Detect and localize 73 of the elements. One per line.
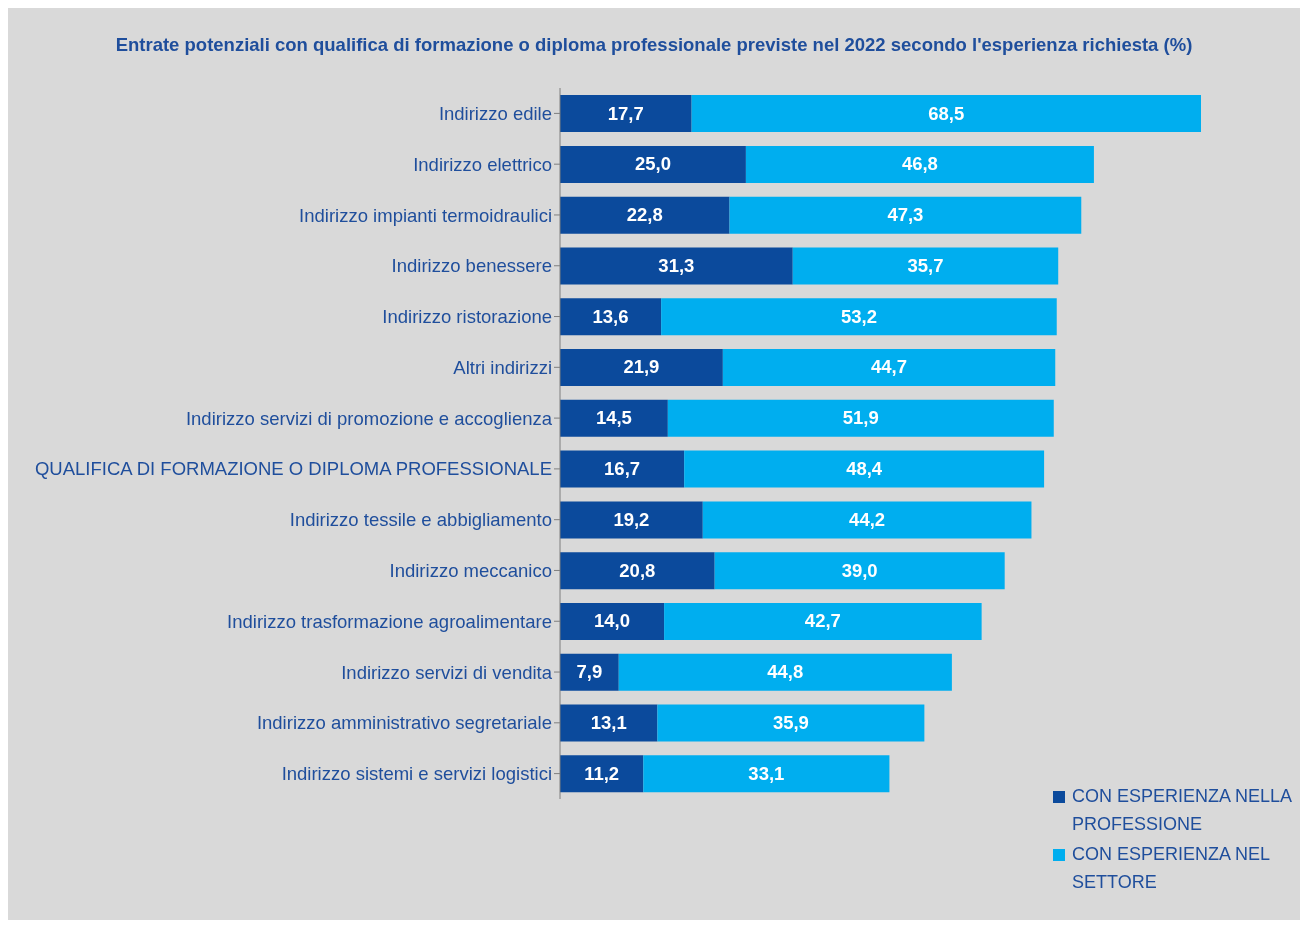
data-label: 53,2 <box>840 305 877 327</box>
bar <box>664 602 982 640</box>
data-label: 11,2 <box>584 762 620 784</box>
bar <box>560 298 662 336</box>
y-tick-label: Indirizzo elettrico <box>413 153 552 175</box>
data-label: 44,8 <box>767 661 804 683</box>
y-tick-label: QUALIFICA DI FORMAZIONE O DIPLOMA PROFESSIONALE <box>34 458 552 480</box>
y-tick-label: Indirizzo servizi di promozione e accoglienza <box>185 407 553 429</box>
bar <box>792 247 1059 285</box>
y-tick-label: Indirizzo ristorazione <box>382 306 552 328</box>
bar <box>702 501 1032 539</box>
bar <box>560 501 703 539</box>
data-label: 35,7 <box>907 254 944 276</box>
bar <box>729 196 1082 234</box>
data-label: 13,1 <box>590 711 627 733</box>
bar <box>691 95 1201 133</box>
bar <box>560 349 723 387</box>
bar <box>560 247 793 285</box>
data-label: 13,6 <box>592 305 629 327</box>
data-label: 42,7 <box>804 610 841 632</box>
data-label: 39,0 <box>841 559 878 581</box>
y-tick-label: Indirizzo impianti termoidraulici <box>299 204 552 226</box>
bar <box>714 552 1005 590</box>
legend-label: CON ESPERIENZA NELLA PROFESSIONE <box>1072 785 1293 836</box>
bar <box>560 145 746 183</box>
bar <box>560 95 692 133</box>
data-label: 22,8 <box>626 204 663 226</box>
y-tick-label: Indirizzo edile <box>438 102 552 124</box>
bar <box>560 602 665 640</box>
chart-title: Entrate potenziali con qualifica di formazione o diploma professionale previste nel 2022 secondo l'esperienza richiesta (%) <box>114 34 1194 56</box>
bar <box>618 653 952 691</box>
bar <box>684 450 1045 488</box>
bar <box>560 704 658 742</box>
bar <box>667 399 1054 437</box>
bar <box>657 704 925 742</box>
bar <box>560 196 730 234</box>
data-label: 16,7 <box>604 458 641 479</box>
bar <box>560 552 715 590</box>
bar <box>745 145 1094 183</box>
bar <box>560 399 668 437</box>
data-label: 20,8 <box>619 559 656 581</box>
y-tick-label: Indirizzo tessile e abbigliamento <box>289 509 552 531</box>
bar <box>722 349 1056 387</box>
data-label: 14,0 <box>594 610 631 632</box>
data-label: 33,1 <box>748 762 785 784</box>
data-label: 7,9 <box>576 661 603 683</box>
y-tick-label: Altri indirizzi <box>453 356 552 378</box>
legend-label: CON ESPERIENZA NEL SETTORE <box>1072 843 1271 894</box>
data-label: 31,3 <box>658 254 695 276</box>
bar <box>661 298 1057 336</box>
data-label: 46,8 <box>901 153 938 175</box>
data-label: 17,7 <box>607 102 644 124</box>
bar <box>560 755 644 793</box>
y-tick-label: Indirizzo sistemi e servizi logistici <box>281 763 552 785</box>
y-tick-label: Indirizzo benessere <box>391 255 552 277</box>
y-tick-label: Indirizzo amministrativo segretariale <box>256 712 552 734</box>
data-label: 19,2 <box>613 508 650 530</box>
y-tick-label: Indirizzo servizi di vendita <box>341 661 553 683</box>
bar <box>560 450 685 488</box>
y-tick-label: Indirizzo trasformazione agroalimentare <box>227 610 552 632</box>
y-tick-label: Indirizzo meccanico <box>389 560 552 582</box>
bar <box>560 653 619 691</box>
data-label: 48,4 <box>846 458 883 479</box>
data-label: 21,9 <box>623 356 660 378</box>
data-label: 44,2 <box>849 508 886 530</box>
data-label: 35,9 <box>772 711 809 733</box>
data-label: 68,5 <box>928 102 965 124</box>
data-label: 44,7 <box>871 356 908 378</box>
data-label: 14,5 <box>595 407 632 429</box>
data-label: 51,9 <box>842 407 879 429</box>
bar <box>643 755 890 793</box>
data-label: 47,3 <box>887 204 924 226</box>
data-label: 25,0 <box>634 153 671 175</box>
